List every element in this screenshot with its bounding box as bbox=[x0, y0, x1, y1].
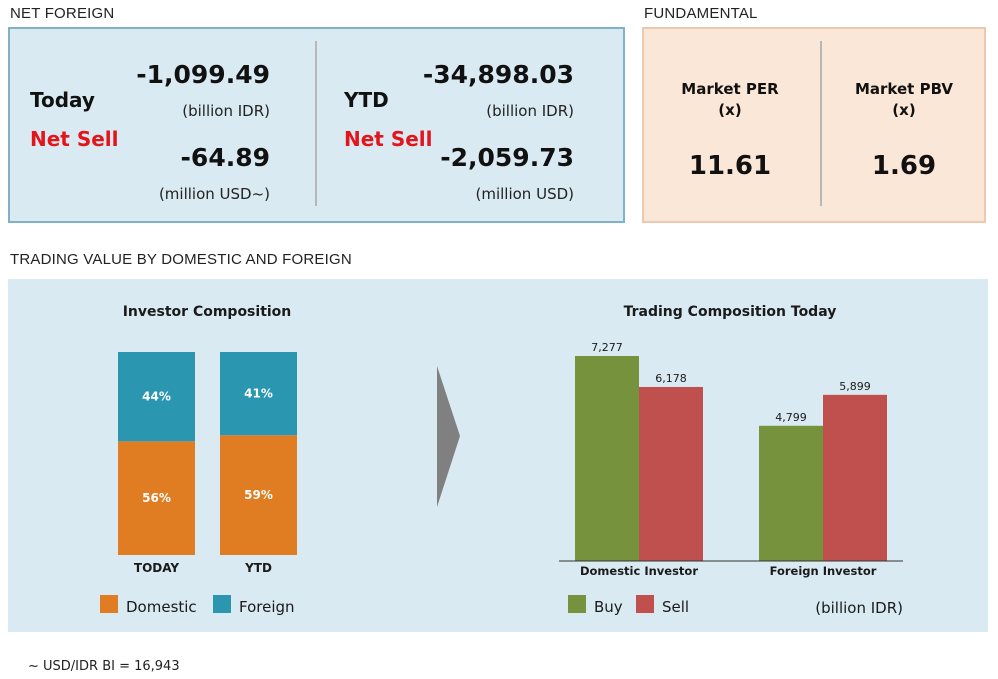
market-per-value: 11.61 bbox=[688, 151, 772, 181]
investor-composition-legend: Domestic Foreign bbox=[100, 595, 295, 616]
today-value-usd: -64.89 bbox=[180, 143, 270, 172]
bar-foreign-investor-buy bbox=[759, 425, 823, 561]
trading-composition-legend: Buy Sell bbox=[568, 595, 689, 616]
legend-label-foreign: Foreign bbox=[239, 598, 295, 616]
bar-label-ytd-foreign: 41% bbox=[244, 387, 273, 401]
fundamental-divider bbox=[820, 41, 822, 206]
bar-label-today-foreign: 44% bbox=[142, 390, 171, 404]
net-foreign-divider bbox=[315, 41, 317, 206]
bar-ytd-foreign bbox=[220, 352, 297, 436]
legend-swatch-buy bbox=[568, 595, 586, 613]
data-label-domestic-investor-sell: 6,178 bbox=[655, 372, 687, 385]
bar-label-ytd-domestic: 59% bbox=[244, 488, 273, 502]
trading-value-title: TRADING VALUE BY DOMESTIC AND FOREIGN bbox=[10, 251, 352, 268]
trading-composition-bars: 7,277 6,178 Domestic Investor 4,799 5,899 For… bbox=[575, 341, 887, 578]
bar-domestic-investor-buy bbox=[575, 356, 639, 561]
bar-domestic-investor-sell bbox=[639, 386, 703, 561]
category-label-domestic-investor: Domestic Investor bbox=[580, 564, 698, 578]
market-pbv-value: 1.69 bbox=[871, 151, 937, 181]
market-pbv-label-line2: (x) bbox=[892, 101, 916, 119]
chevron-right-arrow-icon bbox=[437, 366, 460, 507]
category-label-today: TODAY bbox=[134, 561, 179, 575]
legend-label-buy: Buy bbox=[594, 598, 623, 616]
legend-swatch-domestic bbox=[100, 595, 118, 613]
market-per-label-line1: Market PER bbox=[681, 80, 779, 98]
trading-value-charts: Investor Composition 56% 44% TODAY 59% 41% YT… bbox=[100, 304, 903, 617]
data-label-domestic-investor-buy: 7,277 bbox=[591, 341, 623, 354]
today-label: Today bbox=[30, 88, 95, 112]
trading-value-panel: Investor Composition 56% 44% TODAY 59% 41% YT… bbox=[8, 279, 988, 632]
ytd-net-sell-status: Net Sell bbox=[344, 127, 433, 151]
trading-composition-unit-note: (billion IDR) bbox=[815, 599, 903, 617]
bar-today-foreign bbox=[118, 352, 195, 442]
net-foreign-title: NET FOREIGN bbox=[10, 5, 115, 22]
market-pbv-label-line1: Market PBV bbox=[854, 80, 953, 98]
legend-label-domestic: Domestic bbox=[126, 598, 197, 616]
investor-composition-bars: 56% 44% TODAY 59% 41% YTD bbox=[118, 352, 297, 575]
net-foreign-panel: Today Net Sell -1,099.49 (billion IDR) -… bbox=[8, 27, 625, 223]
bar-foreign-investor-sell bbox=[823, 394, 887, 561]
ytd-unit-usd: (million USD) bbox=[475, 185, 575, 203]
today-value-idr: -1,099.49 bbox=[136, 60, 270, 89]
bar-today-domestic bbox=[118, 441, 195, 555]
today-unit-usd: (million USD~) bbox=[158, 185, 270, 203]
bar-label-today-domestic: 56% bbox=[142, 491, 171, 505]
ytd-unit-idr: (billion IDR) bbox=[486, 102, 574, 120]
market-per-label-line2: (x) bbox=[718, 101, 742, 119]
ytd-value-idr: -34,898.03 bbox=[422, 60, 574, 89]
ytd-label: YTD bbox=[344, 88, 389, 112]
market-per-label: Market PER (x) bbox=[650, 79, 810, 121]
legend-label-sell: Sell bbox=[662, 598, 689, 616]
exchange-rate-footnote: ~ USD/IDR BI = 16,943 bbox=[28, 659, 180, 674]
today-net-sell-status: Net Sell bbox=[30, 127, 119, 151]
market-pbv-label: Market PBV (x) bbox=[824, 79, 984, 121]
trading-composition-title: Trading Composition Today bbox=[624, 304, 837, 320]
data-label-foreign-investor-sell: 5,899 bbox=[839, 380, 871, 393]
category-label-ytd: YTD bbox=[244, 561, 272, 575]
category-label-foreign-investor: Foreign Investor bbox=[770, 564, 877, 578]
today-unit-idr: (billion IDR) bbox=[182, 102, 270, 120]
fundamental-panel: Market PER (x) 11.61 Market PBV (x) 1.69 bbox=[642, 27, 986, 223]
bar-ytd-domestic bbox=[220, 435, 297, 555]
legend-swatch-sell bbox=[636, 595, 654, 613]
data-label-foreign-investor-buy: 4,799 bbox=[775, 411, 807, 424]
fundamental-title: FUNDAMENTAL bbox=[644, 5, 758, 22]
ytd-value-usd: -2,059.73 bbox=[440, 143, 574, 172]
investor-composition-title: Investor Composition bbox=[123, 304, 292, 320]
legend-swatch-foreign bbox=[213, 595, 231, 613]
